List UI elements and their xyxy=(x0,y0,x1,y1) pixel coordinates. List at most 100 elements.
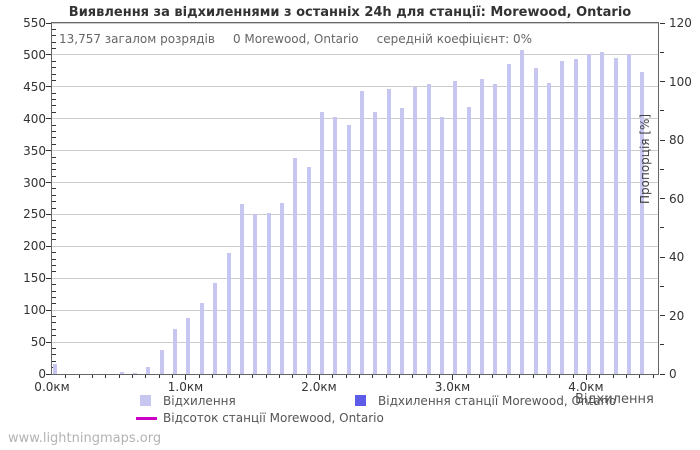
y-left-major-tick xyxy=(46,182,51,184)
x-minor-tick xyxy=(265,375,267,378)
legend-line-station-percent xyxy=(136,417,157,420)
x-minor-tick xyxy=(465,375,467,378)
plot-area: 13,757 загалом розрядів 0 Morewood, Onta… xyxy=(23,16,692,394)
x-tick-label: 1.0км xyxy=(167,380,204,394)
y-left-minor-tick xyxy=(52,239,56,241)
x-minor-tick xyxy=(425,375,427,378)
x-minor-tick xyxy=(92,375,94,378)
bar xyxy=(119,372,124,374)
x-minor-tick xyxy=(572,375,574,378)
y-left-tick-label: 300 xyxy=(23,175,46,190)
x-minor-tick xyxy=(238,375,240,378)
y-right-major-tick xyxy=(660,198,665,199)
y-left-minor-tick xyxy=(52,360,56,362)
gridline xyxy=(52,341,658,343)
y-left-minor-tick xyxy=(52,226,56,228)
x-minor-tick xyxy=(545,375,547,378)
y-left-minor-tick xyxy=(52,175,56,177)
bar xyxy=(266,213,271,374)
x-minor-tick xyxy=(158,375,160,378)
x-axis-title: Відхилення xyxy=(575,392,654,407)
bar xyxy=(186,318,191,374)
y-left-minor-tick xyxy=(52,220,56,222)
stat-mean-coefficient: середній коефіцієнт: 0% xyxy=(376,32,533,46)
y-left-minor-tick xyxy=(52,188,56,190)
y-right-major-tick xyxy=(660,22,665,24)
gridline xyxy=(52,150,658,152)
gridline xyxy=(52,22,658,24)
y-right-major-tick xyxy=(660,373,665,375)
y-left-minor-tick xyxy=(52,284,56,286)
y-left-minor-tick xyxy=(52,124,56,126)
y-left-minor-tick xyxy=(52,162,56,164)
x-minor-tick xyxy=(359,375,360,378)
x-major-tick xyxy=(318,375,320,380)
gridline xyxy=(52,54,658,56)
x-major-tick xyxy=(585,375,587,380)
bar xyxy=(306,166,311,374)
y-left-minor-tick xyxy=(52,35,56,37)
bar xyxy=(520,49,525,374)
bar xyxy=(480,78,485,374)
y-right-minor-tick xyxy=(660,51,664,53)
x-minor-tick xyxy=(399,375,401,378)
y-left-minor-tick xyxy=(52,233,56,235)
y-right-major-tick xyxy=(660,139,665,141)
x-minor-tick xyxy=(172,375,174,378)
bar xyxy=(560,60,565,374)
x-minor-tick xyxy=(78,375,80,378)
y-left-major-tick xyxy=(46,341,51,343)
y-left-minor-tick xyxy=(52,335,56,337)
x-minor-tick xyxy=(559,375,561,378)
y-left-minor-tick xyxy=(52,322,56,324)
y-left-minor-tick xyxy=(52,354,56,356)
x-minor-tick xyxy=(612,375,614,378)
x-minor-tick xyxy=(519,375,521,378)
y-left-major-tick xyxy=(46,373,51,375)
x-minor-tick xyxy=(625,375,627,378)
legend-label-station-percent: Відсоток станції Morewood, Ontario xyxy=(163,411,384,425)
bar xyxy=(146,366,151,374)
x-minor-tick xyxy=(305,375,307,378)
y-right-tick-label: 0 xyxy=(669,367,677,381)
y-left-minor-tick xyxy=(52,143,56,145)
x-minor-tick xyxy=(145,375,147,378)
plot-stats-row: 13,757 загалом розрядів 0 Morewood, Onta… xyxy=(59,32,532,46)
y-left-minor-tick xyxy=(52,207,56,209)
y-right-tick-label: 80 xyxy=(669,133,685,147)
x-minor-tick xyxy=(278,375,280,378)
y-right-major-tick xyxy=(660,315,665,316)
bar xyxy=(360,90,364,374)
x-minor-tick xyxy=(639,375,641,378)
y-left-major-tick xyxy=(46,277,51,279)
y-left-minor-tick xyxy=(52,296,56,298)
x-minor-tick xyxy=(105,375,107,378)
y-right-tick-label: 120 xyxy=(669,16,692,30)
y-left-minor-tick xyxy=(52,67,56,69)
x-minor-tick xyxy=(225,375,227,378)
y-left-tick-label: 500 xyxy=(23,47,46,62)
x-minor-tick xyxy=(412,375,414,378)
y-axis-right-title: Пропорція [%] xyxy=(638,113,652,204)
x-minor-tick xyxy=(599,375,601,378)
y-left-minor-tick xyxy=(52,137,56,139)
x-major-tick xyxy=(185,375,187,380)
y-left-tick-label: 350 xyxy=(23,143,46,158)
x-major-tick xyxy=(452,375,454,380)
bar xyxy=(133,372,138,374)
watermark-link[interactable]: www.lightningmaps.org xyxy=(8,431,162,446)
bar xyxy=(239,203,244,374)
y-right-minor-tick xyxy=(660,227,664,229)
legend-swatch-deviation xyxy=(140,395,151,406)
legend-label-station-deviation: Відхилення станції Morewood, Ontario xyxy=(378,394,617,408)
x-tick-label: 3.0км xyxy=(434,380,471,394)
y-left-tick-label: 150 xyxy=(23,271,46,286)
y-left-minor-tick xyxy=(52,169,56,171)
x-tick-label: 2.0км xyxy=(301,380,337,394)
y-left-major-tick xyxy=(46,245,51,247)
x-minor-tick xyxy=(492,375,494,378)
bar xyxy=(573,58,578,374)
bar xyxy=(400,107,405,374)
y-right-minor-tick xyxy=(660,168,664,170)
